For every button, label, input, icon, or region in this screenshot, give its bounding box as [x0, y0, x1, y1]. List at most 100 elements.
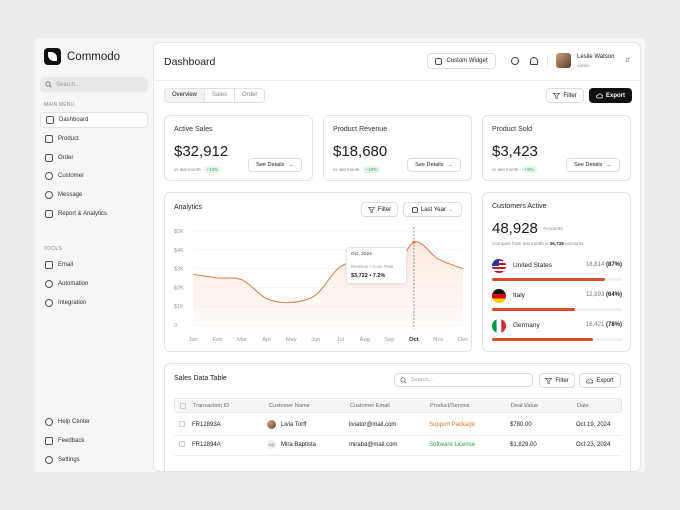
sidebar-search-input[interactable]: Search...	[40, 77, 148, 92]
export-label: Export	[605, 92, 625, 99]
arrow-right-icon: →	[606, 162, 612, 168]
row-checkbox[interactable]	[179, 421, 185, 427]
stat-card-active-sales: Active Sales $32,912 vs last month +12% S…	[164, 115, 313, 181]
table-row[interactable]: FR12894A MB Mira Baptista miraba@mail.co…	[174, 436, 622, 456]
sidebar-item-help-center[interactable]: Help Center	[40, 414, 148, 430]
custom-widget-button[interactable]: Custom Widget	[427, 53, 496, 69]
stat-title: Product Sold	[492, 126, 533, 133]
column-header[interactable]: Deal Value	[511, 403, 538, 409]
help-circle-icon[interactable]	[511, 57, 519, 65]
cloud-upload-icon	[596, 93, 603, 98]
sidebar-item-label: Dashboard	[59, 117, 89, 123]
tools-nav: Email Automation Integration	[40, 257, 148, 313]
arrow-right-icon: →	[447, 162, 453, 168]
analytics-filter-button[interactable]: Filter	[361, 202, 398, 217]
stat-card-product-sold: Product Sold $3,423 vs last month +8% See…	[482, 115, 631, 181]
sidebar-item-dashboard[interactable]: Dashboard	[40, 112, 148, 128]
customers-unit: Accounts	[543, 227, 563, 232]
sidebar-item-automation[interactable]: Automation	[40, 276, 148, 292]
bell-icon[interactable]	[530, 57, 538, 65]
filter-icon	[553, 92, 561, 99]
stat-compare: vs last month	[333, 167, 360, 172]
sidebar-item-label: Report & Analytics	[58, 210, 108, 217]
filter-label: Filter	[377, 206, 392, 213]
country-count: 12,893 (64%)	[585, 292, 622, 298]
sidebar-item-label: Customer	[58, 173, 85, 180]
column-header[interactable]: Product/Service	[430, 403, 470, 409]
sidebar-item-label: Integration	[58, 299, 87, 306]
search-icon	[45, 81, 52, 88]
transaction-id: FR12894A	[192, 442, 221, 448]
tooltip-value: $3,722 • 7.2%	[351, 273, 386, 279]
change-badge: +12%	[203, 166, 222, 173]
see-details-button[interactable]: See Details →	[248, 158, 302, 172]
filter-label: Filter	[563, 92, 577, 99]
sidebar-item-settings[interactable]: Settings	[40, 452, 148, 468]
sidebar-item-integration[interactable]: Integration	[40, 295, 148, 311]
filter-button[interactable]: Filter	[546, 88, 584, 103]
country-count: 18,814 (87%)	[585, 262, 622, 268]
integration-icon	[45, 298, 53, 307]
column-header[interactable]: Customer Name	[269, 403, 310, 409]
y-tick-label: $5K	[174, 229, 184, 235]
compare-suffix: accounts	[565, 241, 584, 246]
sidebar-item-product[interactable]: Product	[40, 131, 148, 147]
x-tick-label: Sep	[384, 337, 394, 343]
tab-group: Overview Sales Order	[164, 88, 266, 103]
customer-email: liviator@mail.com	[349, 422, 397, 428]
x-tick-label: Jul	[337, 337, 344, 343]
product-service: Software License	[429, 442, 476, 448]
highlight-point	[412, 240, 416, 244]
deal-value: $780.00	[510, 422, 532, 428]
stat-sub: vs last month +10%	[333, 166, 381, 173]
users-icon	[45, 172, 53, 181]
tab-order[interactable]: Order	[242, 92, 258, 98]
arrow-right-icon: →	[288, 162, 294, 168]
avatar[interactable]	[556, 53, 571, 68]
analytics-title: Analytics	[174, 204, 203, 211]
y-tick-label: $2K	[174, 285, 184, 291]
tab-sales[interactable]: Sales	[205, 89, 236, 102]
stat-value: $3,423	[492, 143, 538, 160]
tooltip-date: Oct, 2024	[351, 252, 372, 257]
sidebar-item-report-analytics[interactable]: Report & Analytics	[40, 206, 148, 222]
table-search-input[interactable]: Search...	[394, 373, 533, 387]
table-header: Transaction ID Customer Name Customer Em…	[174, 398, 622, 413]
customer-email: miraba@mail.com	[349, 442, 398, 448]
progress-fill	[492, 308, 576, 311]
table-export-button[interactable]: Export	[579, 373, 621, 388]
custom-widget-label: Custom Widget	[446, 58, 488, 64]
customer-avatar: MB	[267, 440, 276, 449]
header-divider	[547, 55, 548, 67]
sidebar-item-customer[interactable]: Customer	[40, 168, 148, 184]
column-header[interactable]: Date	[577, 403, 589, 409]
chevron-updown-icon[interactable]: ⇵	[625, 58, 631, 64]
table-filter-button[interactable]: Filter	[539, 373, 575, 388]
country-name: Germany	[513, 322, 540, 329]
date-range-select[interactable]: Last Year ⌄	[403, 202, 462, 217]
chart-icon	[45, 209, 53, 218]
stat-card-product-revenue: Product Revenue $18,680 vs last month +10…	[323, 115, 472, 181]
tab-overview[interactable]: Overview	[165, 89, 206, 102]
see-details-button[interactable]: See Details →	[566, 158, 620, 172]
export-button[interactable]: Export	[589, 88, 632, 103]
sidebar-item-message[interactable]: Message	[40, 187, 148, 203]
table-row[interactable]: FR12893A Livia Torff liviator@mail.com S…	[174, 416, 622, 436]
x-tick-label: Jan	[188, 337, 197, 343]
progress-fill	[492, 338, 594, 341]
column-header[interactable]: Customer Email	[350, 403, 390, 409]
see-details-button[interactable]: See Details →	[407, 158, 461, 172]
column-header[interactable]: Transaction ID	[193, 403, 230, 409]
sidebar-item-order[interactable]: Order	[40, 150, 148, 166]
customers-compare: Compare from last month is 36,738 accoun…	[492, 241, 583, 246]
gear-icon	[45, 455, 53, 464]
row-checkbox[interactable]	[179, 441, 185, 447]
x-tick-label: Jun	[311, 337, 320, 343]
select-all-checkbox[interactable]	[180, 403, 186, 409]
chart-tooltip: Oct, 2024 Revenue • Conv. Rate $3,722 • …	[346, 247, 407, 284]
main-panel: Dashboard Custom Widget Leslie Watson Ad…	[153, 42, 641, 472]
sidebar-item-feedback[interactable]: Feedback	[40, 433, 148, 449]
customer-name: Mira Baptista	[281, 442, 317, 448]
sidebar-item-email[interactable]: Email	[40, 257, 148, 273]
stat-compare: vs last month	[492, 167, 519, 172]
